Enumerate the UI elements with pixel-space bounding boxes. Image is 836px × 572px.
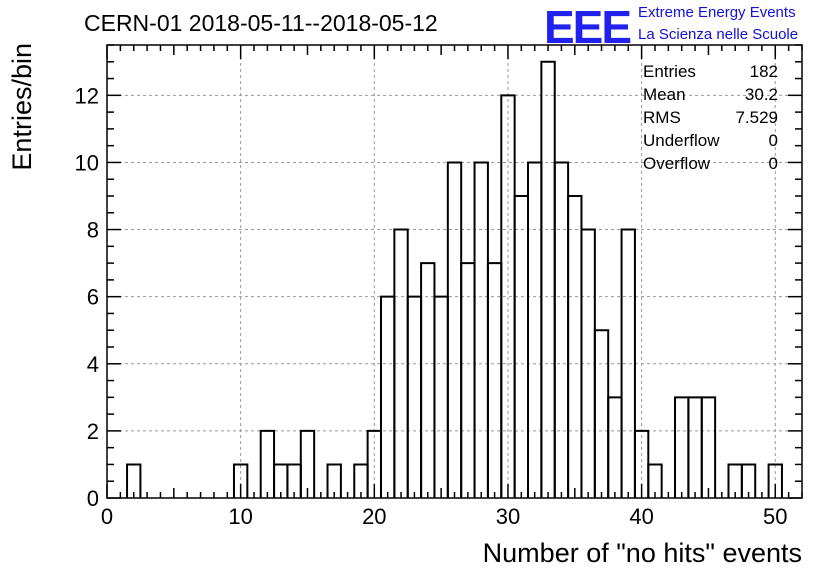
x-tick-label: 0 xyxy=(101,504,113,529)
histogram-bin xyxy=(687,396,703,498)
y-tick-label: 10 xyxy=(75,150,99,175)
stats-label: RMS xyxy=(643,108,681,127)
stats-value: 30.2 xyxy=(745,85,778,104)
histogram-bin xyxy=(299,429,316,498)
stats-label: Underflow xyxy=(643,131,720,150)
histogram-bin xyxy=(567,195,583,498)
histogram-bin xyxy=(486,262,503,498)
histogram-bin xyxy=(420,262,436,498)
y-tick-label: 12 xyxy=(75,83,99,108)
stats-label: Overflow xyxy=(643,154,711,173)
chart-title: CERN-01 2018-05-11--2018-05-12 xyxy=(84,10,438,36)
y-axis-label: Entries/bin xyxy=(7,43,37,171)
y-tick-label: 2 xyxy=(87,419,99,444)
histogram-bin xyxy=(473,161,489,498)
histogram-bin xyxy=(647,463,663,498)
stats-label: Entries xyxy=(643,62,696,81)
histogram-bin xyxy=(767,463,783,498)
y-tick-label: 4 xyxy=(87,352,99,377)
stats-value: 182 xyxy=(750,62,778,81)
stats-value: 0 xyxy=(769,154,778,173)
histogram-bin xyxy=(593,329,610,498)
x-tick-label: 40 xyxy=(629,504,653,529)
stats-label: Mean xyxy=(643,85,686,104)
histogram-bin xyxy=(379,295,396,498)
histogram-bars xyxy=(126,60,783,498)
y-tick-label: 8 xyxy=(87,218,99,243)
stats-box: Entries 182 Mean 30.2 RMS 7.529 Underflow 0 Over… xyxy=(643,62,778,173)
grid-lines xyxy=(106,45,802,499)
histogram-bin xyxy=(406,295,423,498)
histogram-bin xyxy=(700,396,717,498)
histogram-bin xyxy=(540,60,556,498)
histogram-bin xyxy=(326,463,342,498)
y-tick-label: 0 xyxy=(87,486,99,511)
x-tick-label: 30 xyxy=(496,504,520,529)
histogram-bin xyxy=(460,262,476,498)
logo-text-line2: La Scienza nelle Scuole xyxy=(638,26,799,43)
tick-labels: 0 10 20 30 40 50 0 2 4 6 8 10 12 xyxy=(75,83,788,529)
logo-text-line1: Extreme Energy Events xyxy=(638,4,796,21)
histogram-bin xyxy=(513,195,530,498)
histogram-bin xyxy=(620,228,636,498)
histogram-bin xyxy=(740,463,757,498)
plot-frame xyxy=(106,44,803,499)
histogram-bin xyxy=(527,161,543,498)
histogram-bin xyxy=(553,161,570,498)
histogram-bin xyxy=(126,463,142,498)
histogram-bin xyxy=(232,463,249,498)
x-tick-label: 20 xyxy=(362,504,386,529)
histogram-bin xyxy=(607,396,623,498)
histogram-bin xyxy=(674,396,690,498)
x-tick-label: 10 xyxy=(228,504,252,529)
x-axis-label: Number of "no hits" events xyxy=(483,538,802,568)
histogram-bin xyxy=(259,429,276,498)
stats-value: 7.529 xyxy=(735,108,778,127)
histogram-bin xyxy=(446,161,463,498)
axis-ticks xyxy=(106,44,803,499)
stats-value: 0 xyxy=(769,131,778,150)
x-tick-label: 50 xyxy=(763,504,787,529)
histogram-bin xyxy=(433,295,449,498)
y-tick-label: 6 xyxy=(87,285,99,310)
